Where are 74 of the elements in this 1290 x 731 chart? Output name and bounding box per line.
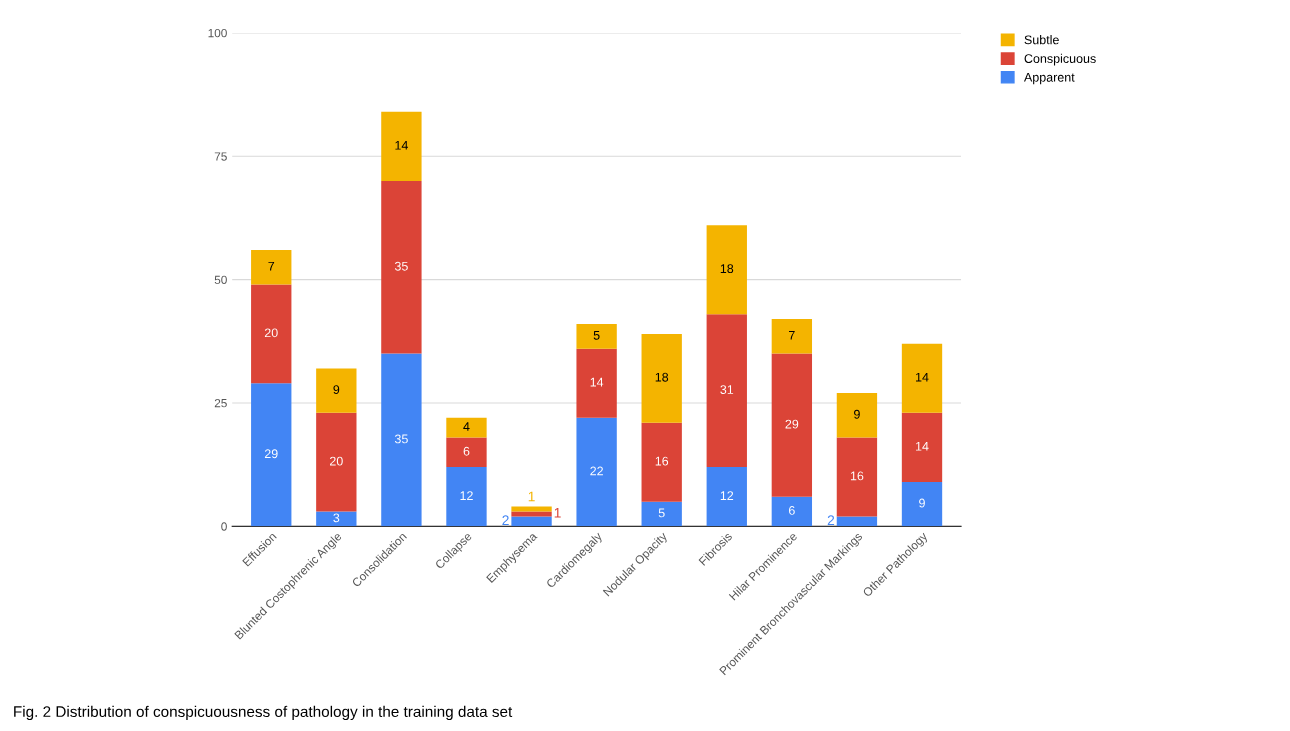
bar (446, 437, 487, 468)
bar (251, 250, 292, 285)
data-label: 9 (919, 498, 925, 508)
data-label: 6 (463, 446, 470, 456)
bar (706, 467, 747, 527)
bar (901, 343, 943, 413)
bar (641, 333, 682, 423)
bar (381, 180, 422, 354)
y-tick-label: 50 (214, 275, 227, 284)
y-tick-label: 75 (214, 152, 227, 161)
data-label: 9 (333, 385, 340, 394)
data-label: 5 (593, 330, 600, 340)
bar (901, 412, 943, 482)
bar (641, 501, 682, 527)
bar (316, 511, 357, 527)
bar (836, 437, 878, 517)
data-label: 35 (394, 434, 408, 444)
bar (771, 353, 813, 497)
bar (706, 314, 747, 468)
data-label: 14 (395, 141, 408, 150)
data-label: 31 (720, 385, 734, 394)
y-tick-label: 0 (221, 522, 227, 531)
data-label: 3 (333, 513, 340, 523)
bar (381, 111, 422, 181)
data-label: 20 (330, 456, 343, 466)
data-label: 14 (590, 377, 604, 387)
bar (901, 481, 943, 527)
data-label: 7 (789, 330, 795, 340)
data-label: 29 (785, 419, 799, 429)
data-label: 29 (264, 449, 278, 459)
bar (576, 417, 617, 527)
bar (446, 467, 487, 527)
bar (511, 516, 552, 527)
data-label: 35 (394, 261, 408, 271)
data-label: 5 (658, 508, 665, 518)
data-label: 12 (460, 491, 473, 500)
data-label: 18 (655, 372, 669, 382)
bar (446, 417, 487, 438)
bar (641, 422, 682, 502)
bar (836, 393, 878, 438)
data-label: 2 (827, 515, 835, 525)
bar (771, 496, 813, 527)
bar (251, 284, 292, 384)
data-label: 16 (850, 471, 864, 481)
bar (576, 348, 617, 418)
data-label: 2 (502, 515, 509, 525)
data-label: 1 (528, 491, 535, 502)
bar (836, 516, 878, 527)
data-label: 12 (720, 491, 734, 500)
bar (771, 319, 813, 354)
legend-label: Apparent (1023, 72, 1075, 85)
y-tick-label: 100 (208, 28, 227, 38)
data-label: 6 (789, 506, 795, 515)
data-label: 9 (854, 409, 860, 419)
bar (511, 506, 552, 512)
data-label: 18 (720, 264, 734, 274)
data-label: 16 (655, 456, 669, 466)
bar (381, 353, 422, 527)
data-label: 4 (463, 422, 470, 431)
caption: Fig. 2 Distribution of conspicuousness of pathology in the training data set (14, 705, 513, 721)
data-label: 20 (264, 328, 278, 338)
data-label: 14 (916, 442, 929, 451)
data-label: 14 (916, 372, 929, 382)
data-label: 1 (554, 508, 561, 518)
bar (576, 324, 617, 349)
y-tick-label: 25 (214, 399, 227, 408)
data-label: 7 (268, 261, 275, 271)
legend-label: Subtle (1024, 35, 1059, 45)
bar (316, 368, 357, 413)
bar (316, 412, 357, 512)
bar (706, 225, 747, 315)
legend-label: Conspicuous (1024, 53, 1096, 66)
bar (251, 383, 292, 527)
data-label: 22 (590, 466, 603, 476)
